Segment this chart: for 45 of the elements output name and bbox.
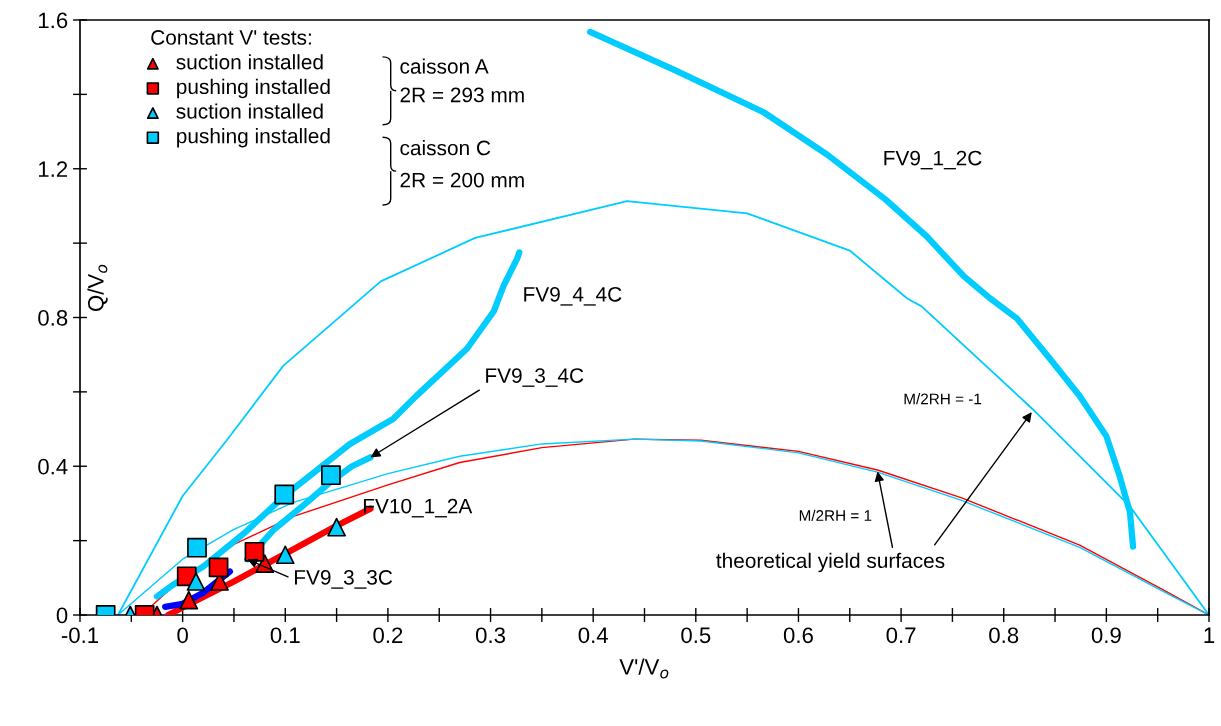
x-tick-label: 0.2 [373,627,403,644]
legend-label: pushing installed [177,128,330,148]
annotation: FV10_1_2A [363,498,473,518]
x-axis-title: V'/V$_{o}$ [619,658,669,679]
x-tick-label: -0.1 [61,627,99,644]
y-tick-label: 0 [56,607,68,624]
x-tick-label: 1 [1204,627,1215,643]
x-tick-label: 0.8 [989,627,1019,644]
annotation: caisson C [400,140,491,156]
annotation: M/2RH = -1 [904,393,982,405]
point [186,572,206,591]
annotation: 2R = 200 mm [400,172,524,188]
point [327,517,346,537]
x-tick-label: 0.3 [475,627,506,644]
point [274,484,295,505]
x-tick-label: 0.9 [1091,627,1121,644]
point [275,545,295,565]
y-tick-label: 0.8 [38,310,68,326]
annotation: M/2RH = 1 [799,509,872,521]
y-axis-title: Q/V$_{o}$ [87,264,108,312]
point [321,465,341,486]
x-tick-label: 0.7 [886,627,916,644]
legend-label: pushing installed [177,78,330,99]
annotation: caisson A [400,58,489,74]
annotation: FV9_1_2C [884,150,982,170]
annotation: FV9_4_4C [524,286,622,306]
point [187,537,207,558]
legend-label: suction installed [176,54,323,70]
y-tick-label: 1.2 [39,161,68,177]
annotation: theoretical yield surfaces [716,552,945,573]
x-tick-label: 0.4 [578,627,608,644]
annotation: 2R = 293 mm [400,87,524,103]
x-tick-label: 0.1 [270,627,300,644]
annotation: FV9_3_4C [486,368,584,387]
x-tick-label: 0.5 [681,627,711,644]
y-tick-label: 0.4 [38,458,68,475]
x-tick-label: 0.6 [783,627,813,644]
point [208,557,229,578]
y-tick-label: 1.6 [39,12,68,29]
x-tick-label: 0 [177,627,188,644]
annotation: FV9_3_3C [295,570,393,589]
legend-label: suction installed [176,103,323,119]
legend-title: Constant V' tests: [151,30,311,45]
point [179,590,199,610]
point [244,541,265,562]
